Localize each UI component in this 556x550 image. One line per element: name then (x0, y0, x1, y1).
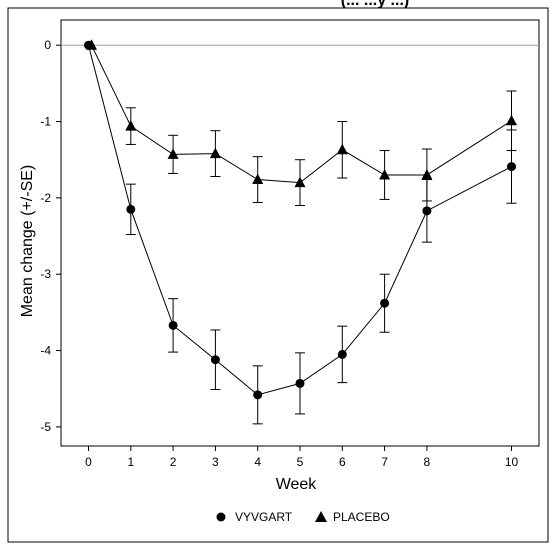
data-point-vyvgart (380, 298, 390, 308)
data-point-vyvgart (507, 162, 517, 172)
y-tick-label: -2 (40, 191, 51, 205)
x-tick-label: 5 (297, 455, 304, 469)
data-point-vyvgart (422, 206, 432, 216)
data-point-vyvgart (295, 378, 305, 388)
data-point-vyvgart (126, 204, 136, 214)
x-tick-label: 10 (505, 455, 519, 469)
series-placebo (85, 39, 518, 207)
data-point-vyvgart (210, 355, 220, 365)
legend: VYVGART PLACEBO (216, 510, 390, 524)
y-tick-label: 0 (44, 38, 51, 52)
y-tick-label: -4 (40, 344, 51, 358)
tick-layer: 0 -1 -2 -3 -4 -5 0 1 2 3 4 5 6 7 8 10 (40, 38, 518, 469)
figure-frame (7, 7, 549, 543)
data-point-vyvgart (337, 349, 347, 359)
legend-marker-vyvgart (216, 512, 226, 522)
series-vyvgart (83, 40, 517, 425)
x-tick-label: 2 (170, 455, 177, 469)
x-tick-label: 1 (127, 455, 134, 469)
x-tick-label: 8 (424, 455, 431, 469)
series-line-placebo (91, 44, 512, 184)
data-point-placebo (125, 120, 137, 131)
x-tick-label: 7 (381, 455, 388, 469)
data-point-vyvgart (253, 390, 263, 400)
legend-label-vyvgart: VYVGART (235, 510, 293, 524)
y-tick-label: -5 (40, 420, 51, 434)
data-point-placebo (85, 39, 97, 50)
series-line-vyvgart (88, 45, 512, 396)
series-layer (83, 39, 518, 425)
data-point-placebo (421, 168, 433, 180)
data-point-placebo (209, 147, 221, 159)
legend-label-placebo: PLACEBO (333, 510, 390, 524)
x-tick-label: 0 (85, 455, 92, 469)
legend-marker-placebo (315, 511, 327, 522)
data-point-placebo (336, 143, 348, 155)
data-point-placebo (506, 114, 518, 126)
x-tick-label: 4 (254, 455, 261, 469)
y-tick-label: -3 (40, 267, 51, 281)
data-point-placebo (167, 148, 179, 159)
data-point-placebo (294, 176, 306, 188)
data-point-vyvgart (168, 320, 178, 330)
data-point-placebo (252, 173, 264, 185)
chart-title-fragment: (... ...y ...) (341, 0, 409, 9)
y-axis-label: Mean change (+/-SE) (19, 165, 36, 318)
x-tick-label: 3 (212, 455, 219, 469)
x-tick-label: 6 (339, 455, 346, 469)
x-axis-label: Week (276, 476, 318, 493)
y-tick-label: -1 (40, 115, 51, 129)
data-point-placebo (379, 168, 391, 180)
